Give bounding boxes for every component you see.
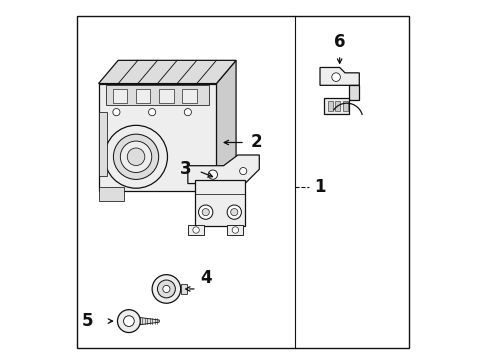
Circle shape	[198, 166, 206, 173]
Circle shape	[123, 316, 134, 327]
Circle shape	[113, 109, 120, 116]
Circle shape	[152, 275, 181, 303]
Bar	[136, 89, 150, 103]
Bar	[98, 84, 217, 191]
Bar	[335, 102, 341, 111]
Circle shape	[193, 227, 199, 233]
Circle shape	[231, 208, 238, 216]
Circle shape	[157, 280, 175, 298]
Bar	[106, 85, 209, 105]
Bar	[227, 225, 243, 235]
Circle shape	[127, 148, 145, 166]
Bar	[328, 102, 333, 111]
Circle shape	[240, 167, 247, 175]
Bar	[113, 89, 127, 103]
Polygon shape	[188, 155, 259, 184]
Text: 1: 1	[315, 178, 326, 196]
Circle shape	[208, 170, 218, 179]
Bar	[181, 284, 187, 294]
Circle shape	[202, 208, 209, 216]
Circle shape	[148, 109, 156, 116]
Text: 4: 4	[200, 269, 212, 287]
Bar	[343, 102, 347, 111]
Bar	[98, 187, 123, 202]
Circle shape	[198, 205, 213, 219]
Circle shape	[227, 205, 242, 219]
Circle shape	[118, 310, 140, 333]
Polygon shape	[98, 60, 236, 84]
Bar	[98, 112, 107, 176]
Circle shape	[113, 134, 159, 179]
Circle shape	[104, 125, 168, 188]
Text: 6: 6	[334, 33, 345, 51]
Circle shape	[232, 227, 239, 233]
Text: 2: 2	[250, 134, 262, 152]
Text: 3: 3	[180, 159, 192, 177]
Circle shape	[332, 73, 341, 81]
Circle shape	[163, 285, 170, 293]
Polygon shape	[348, 85, 359, 100]
Bar	[159, 89, 173, 103]
Polygon shape	[323, 98, 348, 114]
Polygon shape	[195, 180, 245, 226]
Bar	[188, 225, 204, 235]
Polygon shape	[140, 318, 159, 325]
Text: 5: 5	[82, 312, 93, 330]
Circle shape	[121, 141, 152, 172]
Polygon shape	[320, 67, 359, 85]
Circle shape	[184, 109, 192, 116]
Bar	[182, 89, 197, 103]
Polygon shape	[217, 60, 236, 191]
